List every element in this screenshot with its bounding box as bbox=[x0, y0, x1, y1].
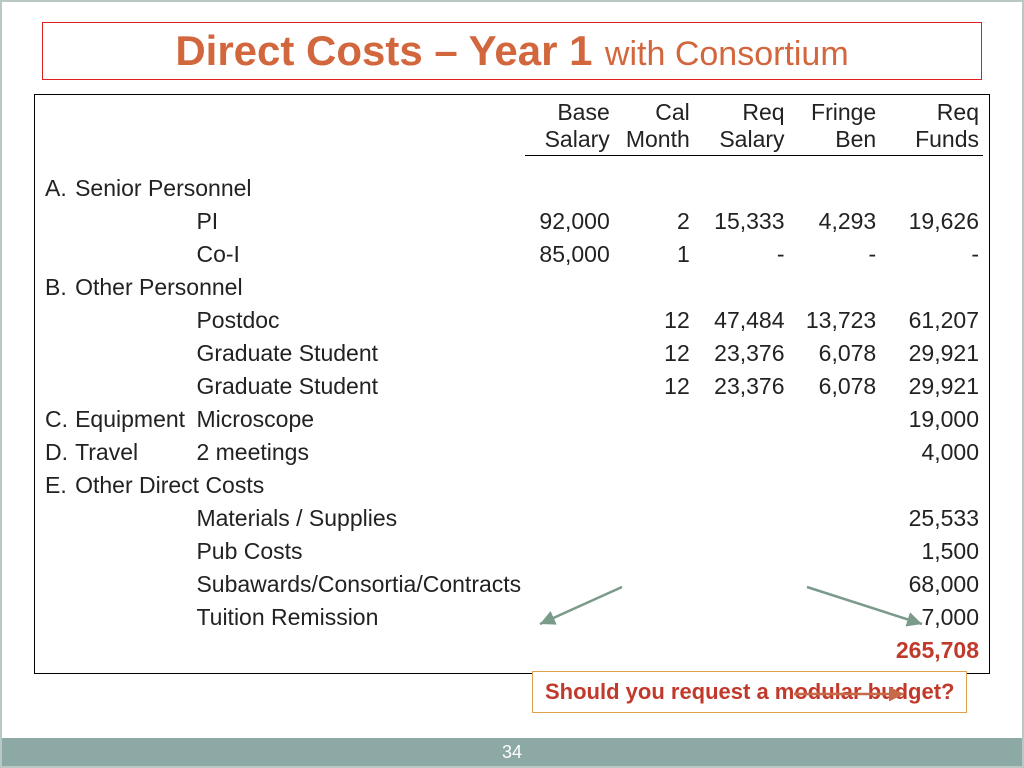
page-number: 34 bbox=[502, 742, 522, 762]
table-row: Materials / Supplies 25,533 bbox=[41, 502, 983, 535]
cell: 12 bbox=[614, 370, 694, 403]
cell bbox=[525, 304, 614, 337]
row-name: Graduate Student bbox=[196, 337, 525, 370]
section-letter: B. bbox=[41, 271, 71, 304]
cell: 6,078 bbox=[789, 337, 881, 370]
section-label: Senior Personnel bbox=[71, 172, 525, 205]
row-name: PI bbox=[196, 205, 525, 238]
cell: 4,293 bbox=[789, 205, 881, 238]
cell: 29,921 bbox=[880, 337, 983, 370]
cell: - bbox=[789, 238, 881, 271]
cell: 1 bbox=[614, 238, 694, 271]
callout-box: Should you request a modular budget? bbox=[532, 671, 967, 713]
title-box: Direct Costs – Year 1 with Consortium bbox=[42, 22, 982, 80]
row-name: Materials / Supplies bbox=[196, 502, 525, 535]
cell bbox=[525, 370, 614, 403]
section-row: B. Other Personnel bbox=[41, 271, 983, 304]
section-row: A. Senior Personnel bbox=[41, 172, 983, 205]
budget-table: Base Salary Cal Month Req Salary Fringe … bbox=[41, 97, 983, 667]
cell: 92,000 bbox=[525, 205, 614, 238]
table-row: Co-I 85,000 1 - - - bbox=[41, 238, 983, 271]
row-name: Pub Costs bbox=[196, 535, 525, 568]
table-row: Subawards/Consortia/Contracts 68,000 bbox=[41, 568, 983, 601]
section-letter: E. bbox=[41, 469, 71, 502]
row-name: Postdoc bbox=[196, 304, 525, 337]
section-letter: D. bbox=[41, 436, 71, 469]
section-label: Other Personnel bbox=[71, 271, 525, 304]
row-name: 2 meetings bbox=[196, 436, 525, 469]
title-main: Direct Costs – Year 1 bbox=[175, 27, 592, 74]
row-name: Co-I bbox=[196, 238, 525, 271]
row-name: Tuition Remission bbox=[196, 601, 525, 634]
budget-table-wrap: Base Salary Cal Month Req Salary Fringe … bbox=[34, 94, 990, 674]
table-row: Tuition Remission 7,000 bbox=[41, 601, 983, 634]
table-row: Graduate Student 12 23,376 6,078 29,921 bbox=[41, 337, 983, 370]
cell: - bbox=[880, 238, 983, 271]
table-row: PI 92,000 2 15,333 4,293 19,626 bbox=[41, 205, 983, 238]
section-row: C. Equipment Microscope 19,000 bbox=[41, 403, 983, 436]
cell: 13,723 bbox=[789, 304, 881, 337]
row-name: Subawards/Consortia/Contracts bbox=[196, 568, 525, 601]
cell: 29,921 bbox=[880, 370, 983, 403]
cell: 25,533 bbox=[880, 502, 983, 535]
table-row: Pub Costs 1,500 bbox=[41, 535, 983, 568]
section-label: Equipment bbox=[71, 403, 196, 436]
cell: 47,484 bbox=[694, 304, 789, 337]
cell: 7,000 bbox=[880, 601, 983, 634]
section-row: E. Other Direct Costs bbox=[41, 469, 983, 502]
col-req-salary: Req Salary bbox=[694, 97, 789, 156]
cell: 1,500 bbox=[880, 535, 983, 568]
cell: 12 bbox=[614, 337, 694, 370]
cell: 61,207 bbox=[880, 304, 983, 337]
col-req-funds: Req Funds bbox=[880, 97, 983, 156]
cell: 19,000 bbox=[880, 403, 983, 436]
cell: 15,333 bbox=[694, 205, 789, 238]
col-fringe-ben: Fringe Ben bbox=[789, 97, 881, 156]
col-cal-month: Cal Month bbox=[614, 97, 694, 156]
table-row: Graduate Student 12 23,376 6,078 29,921 bbox=[41, 370, 983, 403]
cell: 2 bbox=[614, 205, 694, 238]
cell: 4,000 bbox=[880, 436, 983, 469]
section-row: D. Travel 2 meetings 4,000 bbox=[41, 436, 983, 469]
row-name: Graduate Student bbox=[196, 370, 525, 403]
section-label: Travel bbox=[71, 436, 196, 469]
slide: Direct Costs – Year 1 with Consortium Ba… bbox=[0, 0, 1024, 768]
cell: 23,376 bbox=[694, 337, 789, 370]
section-letter: A. bbox=[41, 172, 71, 205]
row-name: Microscope bbox=[196, 403, 525, 436]
cell: 12 bbox=[614, 304, 694, 337]
total-row: 265,708 bbox=[41, 634, 983, 667]
cell: 6,078 bbox=[789, 370, 881, 403]
cell: - bbox=[694, 238, 789, 271]
table-row: Postdoc 12 47,484 13,723 61,207 bbox=[41, 304, 983, 337]
table-header-row: Base Salary Cal Month Req Salary Fringe … bbox=[41, 97, 983, 156]
section-letter: C. bbox=[41, 403, 71, 436]
cell: 68,000 bbox=[880, 568, 983, 601]
cell: 19,626 bbox=[880, 205, 983, 238]
cell: 23,376 bbox=[694, 370, 789, 403]
title-sub: with Consortium bbox=[605, 35, 849, 73]
section-label: Other Direct Costs bbox=[71, 469, 525, 502]
total-value: 265,708 bbox=[880, 634, 983, 667]
cell: 85,000 bbox=[525, 238, 614, 271]
cell bbox=[525, 337, 614, 370]
footer-bar: 34 bbox=[2, 738, 1022, 766]
col-base-salary: Base Salary bbox=[525, 97, 614, 156]
